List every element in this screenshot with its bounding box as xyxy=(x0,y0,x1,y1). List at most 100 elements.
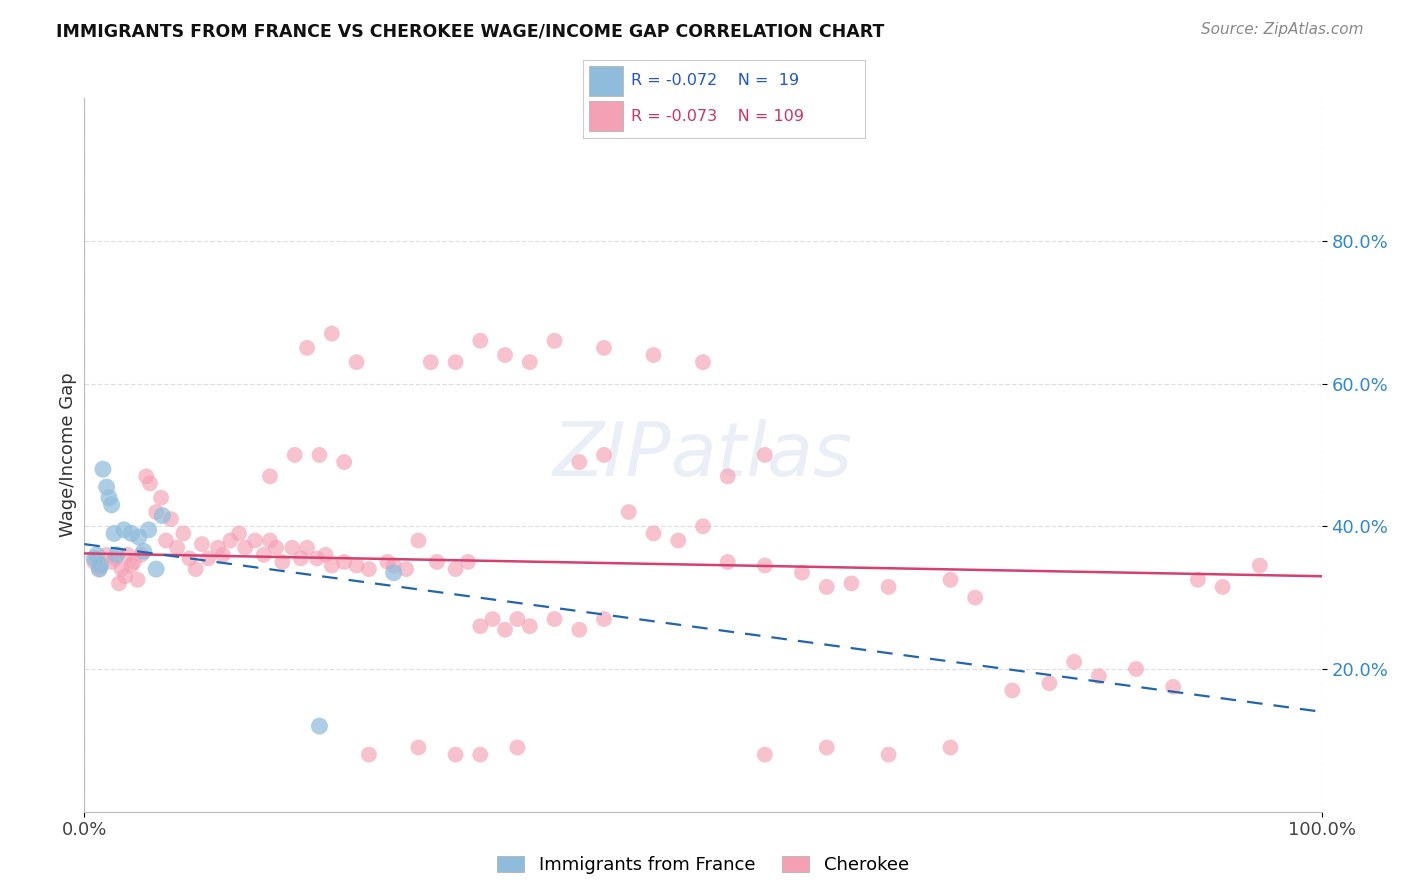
Point xyxy=(110,562,132,576)
Point xyxy=(815,740,838,755)
Point xyxy=(754,448,776,462)
Point xyxy=(939,740,962,755)
Point xyxy=(568,455,591,469)
Point xyxy=(593,612,616,626)
Point xyxy=(939,573,962,587)
Point xyxy=(103,526,125,541)
Point xyxy=(114,569,136,583)
Point xyxy=(357,747,380,762)
Point xyxy=(426,555,449,569)
Point xyxy=(233,541,256,555)
Point xyxy=(104,551,127,566)
Point xyxy=(117,548,139,562)
Point xyxy=(568,623,591,637)
Point xyxy=(83,555,105,569)
Point xyxy=(1001,683,1024,698)
Point xyxy=(305,551,328,566)
Point xyxy=(96,548,118,562)
Point xyxy=(593,341,616,355)
Point xyxy=(253,548,276,562)
Text: R = -0.073    N = 109: R = -0.073 N = 109 xyxy=(631,109,804,124)
Point xyxy=(1187,573,1209,587)
Point xyxy=(1125,662,1147,676)
Point xyxy=(179,551,201,566)
Point xyxy=(543,612,565,626)
Point xyxy=(717,469,740,483)
Point xyxy=(444,562,467,576)
Point xyxy=(965,591,987,605)
Point xyxy=(481,612,503,626)
Point xyxy=(98,491,121,505)
Point xyxy=(877,747,900,762)
Point xyxy=(150,508,173,523)
Point xyxy=(1212,580,1234,594)
Point xyxy=(128,530,150,544)
Point xyxy=(333,555,356,569)
Point xyxy=(470,619,492,633)
Point xyxy=(96,480,118,494)
Point xyxy=(91,462,114,476)
Point xyxy=(1063,655,1085,669)
Point xyxy=(271,555,294,569)
Point xyxy=(494,348,516,362)
Point xyxy=(444,747,467,762)
Point xyxy=(519,619,541,633)
Point xyxy=(457,555,479,569)
Point xyxy=(346,355,368,369)
Point xyxy=(135,469,157,483)
Point xyxy=(191,537,214,551)
Point xyxy=(593,448,616,462)
Point xyxy=(315,548,337,562)
Point xyxy=(1088,669,1111,683)
Y-axis label: Wage/Income Gap: Wage/Income Gap xyxy=(59,373,77,537)
Text: Source: ZipAtlas.com: Source: ZipAtlas.com xyxy=(1201,22,1364,37)
Point xyxy=(643,526,665,541)
Point xyxy=(219,533,242,548)
FancyBboxPatch shape xyxy=(589,66,623,95)
Point xyxy=(100,498,122,512)
Point xyxy=(207,541,229,555)
Point xyxy=(717,555,740,569)
Point xyxy=(308,719,330,733)
Point xyxy=(382,558,405,573)
Point xyxy=(145,505,167,519)
Point xyxy=(150,491,173,505)
Point xyxy=(308,448,330,462)
Point xyxy=(112,523,135,537)
Point xyxy=(321,326,343,341)
Point xyxy=(321,558,343,573)
Point xyxy=(382,566,405,580)
Point xyxy=(89,562,111,576)
Text: ZIPatlas: ZIPatlas xyxy=(553,419,853,491)
Point xyxy=(139,476,162,491)
Point xyxy=(395,562,418,576)
Point xyxy=(333,455,356,469)
Point xyxy=(83,551,105,566)
Point xyxy=(228,526,250,541)
Legend: Immigrants from France, Cherokee: Immigrants from France, Cherokee xyxy=(489,848,917,881)
Point xyxy=(754,558,776,573)
Point xyxy=(377,555,399,569)
Point xyxy=(105,548,128,562)
Point xyxy=(281,541,304,555)
Point xyxy=(408,740,430,755)
Point xyxy=(506,740,529,755)
Point xyxy=(145,562,167,576)
Point xyxy=(408,533,430,548)
Point xyxy=(519,355,541,369)
Point xyxy=(108,576,131,591)
Point xyxy=(197,551,219,566)
Point xyxy=(160,512,183,526)
Point xyxy=(120,558,142,573)
Point xyxy=(259,469,281,483)
Point xyxy=(290,551,312,566)
Point xyxy=(295,341,318,355)
Point xyxy=(841,576,863,591)
Point xyxy=(543,334,565,348)
Point xyxy=(444,355,467,369)
Point xyxy=(494,623,516,637)
Point xyxy=(346,558,368,573)
Point xyxy=(506,612,529,626)
Point xyxy=(357,562,380,576)
Point xyxy=(1249,558,1271,573)
